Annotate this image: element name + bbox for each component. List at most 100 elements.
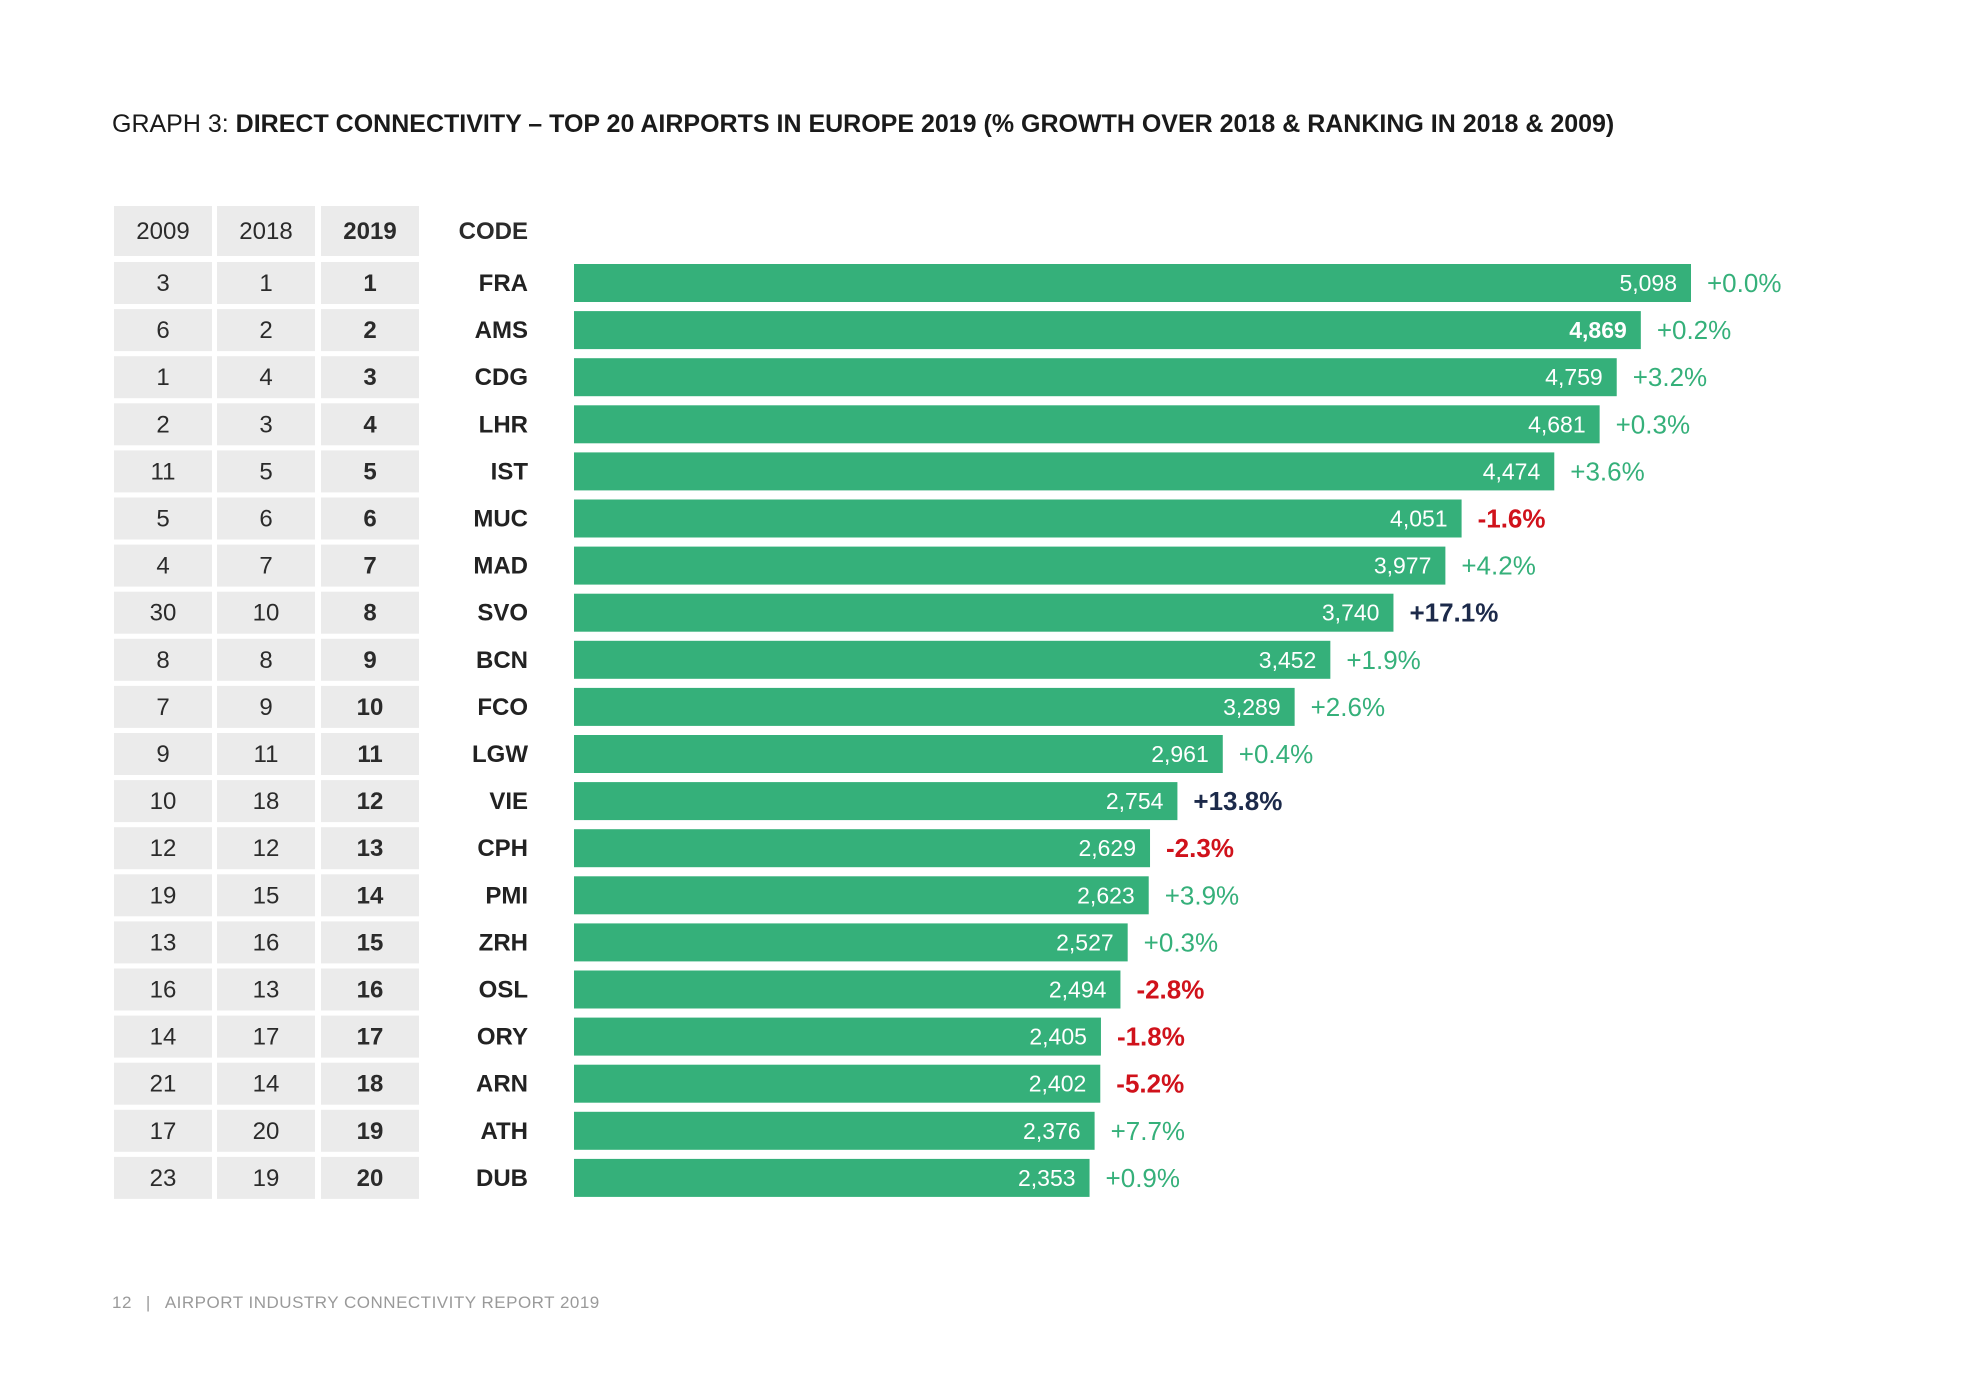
rank-2019-cell bbox=[321, 403, 419, 446]
rank-2009-cell bbox=[114, 450, 212, 493]
rank-2018: 15 bbox=[253, 882, 280, 909]
rank-2018: 7 bbox=[259, 553, 272, 580]
rank-2019: 16 bbox=[357, 977, 384, 1004]
rank-2018: 6 bbox=[259, 506, 272, 533]
rank-2009: 13 bbox=[150, 929, 177, 956]
growth-label: +3.6% bbox=[1570, 456, 1644, 486]
rank-2019: 2 bbox=[363, 317, 376, 344]
rank-2009-cell bbox=[114, 356, 212, 399]
rank-2009-cell bbox=[114, 968, 212, 1011]
rank-2018: 4 bbox=[259, 364, 272, 391]
rank-2018-cell bbox=[217, 638, 315, 681]
bar-value-label: 2,961 bbox=[1151, 741, 1209, 767]
airport-code: SVO bbox=[477, 600, 528, 627]
rank-2019: 12 bbox=[357, 788, 384, 815]
rank-2009: 10 bbox=[150, 788, 177, 815]
bar-value-label: 2,353 bbox=[1018, 1165, 1076, 1191]
rank-2019-cell bbox=[321, 497, 419, 540]
rank-2009-cell bbox=[114, 403, 212, 446]
page-footer: 12 | AIRPORT INDUSTRY CONNECTIVITY REPORT … bbox=[112, 1293, 600, 1313]
rank-2009-cell bbox=[114, 733, 212, 775]
rank-2009: 6 bbox=[156, 317, 169, 344]
bar-value-label: 2,376 bbox=[1023, 1118, 1081, 1144]
rank-2009: 1 bbox=[156, 364, 169, 391]
header-2018: 2018 bbox=[239, 218, 292, 245]
rank-2009: 11 bbox=[151, 458, 176, 485]
rank-2018-cell bbox=[217, 591, 315, 634]
rank-2019: 13 bbox=[357, 835, 384, 862]
header-2019: 2019 bbox=[343, 218, 396, 245]
bar-value-label: 4,869 bbox=[1569, 317, 1627, 343]
bar-value-label: 2,494 bbox=[1049, 977, 1107, 1003]
airport-code: CPH bbox=[477, 835, 528, 862]
rank-2018-cell bbox=[217, 968, 315, 1011]
rank-2019: 5 bbox=[363, 458, 376, 485]
growth-label: +13.8% bbox=[1193, 786, 1282, 816]
airport-code: ZRH bbox=[479, 929, 528, 956]
airport-code: ORY bbox=[477, 1024, 528, 1051]
bar bbox=[574, 452, 1555, 491]
bar-value-label: 2,754 bbox=[1106, 788, 1164, 814]
growth-label: +0.4% bbox=[1239, 739, 1313, 769]
rank-2019: 1 bbox=[363, 270, 376, 297]
rank-2009-cell bbox=[114, 1062, 212, 1105]
rank-2018-cell bbox=[217, 733, 315, 775]
airport-code: LGW bbox=[472, 741, 528, 768]
rank-2018: 2 bbox=[259, 317, 272, 344]
rank-2009-cell bbox=[114, 921, 212, 964]
rank-2009: 9 bbox=[156, 741, 169, 768]
rank-2018-cell bbox=[217, 1156, 315, 1199]
growth-label: +0.3% bbox=[1144, 927, 1218, 957]
chart-title: GRAPH 3: DIRECT CONNECTIVITY – TOP 20 AI… bbox=[112, 110, 1614, 139]
header-2019-cell bbox=[321, 206, 419, 256]
rank-2018: 12 bbox=[253, 835, 280, 862]
airport-code: CDG bbox=[475, 364, 528, 391]
rank-2019-cell bbox=[321, 827, 419, 870]
rank-2009-cell bbox=[114, 544, 212, 587]
rank-2018-cell bbox=[217, 874, 315, 917]
airport-code: MUC bbox=[473, 506, 528, 533]
rank-2018-cell bbox=[217, 1062, 315, 1105]
rank-2018: 3 bbox=[259, 411, 272, 438]
growth-label: +0.9% bbox=[1106, 1163, 1180, 1193]
bar-value-label: 2,629 bbox=[1078, 835, 1136, 861]
rank-2018-cell bbox=[217, 403, 315, 446]
bar bbox=[574, 499, 1462, 538]
rank-2019-cell bbox=[321, 1109, 419, 1152]
rank-2019: 15 bbox=[357, 929, 384, 956]
rank-2018: 20 bbox=[253, 1118, 280, 1145]
airport-code: ATH bbox=[480, 1118, 528, 1145]
airport-code: VIE bbox=[489, 788, 528, 815]
bar-value-label: 3,289 bbox=[1223, 694, 1281, 720]
rank-2019: 6 bbox=[363, 506, 376, 533]
rank-2009-cell bbox=[114, 262, 212, 304]
rank-2018: 11 bbox=[254, 741, 279, 768]
chart-title-main: DIRECT CONNECTIVITY – TOP 20 AIRPORTS IN… bbox=[235, 110, 1615, 138]
rank-2009-cell bbox=[114, 638, 212, 681]
rank-2009: 16 bbox=[150, 977, 177, 1004]
rank-2009: 14 bbox=[150, 1024, 177, 1051]
rank-2018: 17 bbox=[253, 1024, 280, 1051]
airport-code: PMI bbox=[485, 882, 528, 909]
rank-2009-cell bbox=[114, 780, 212, 823]
rank-2009: 19 bbox=[150, 882, 177, 909]
rank-2009: 23 bbox=[150, 1165, 177, 1192]
bar bbox=[574, 782, 1178, 821]
rank-2019-cell bbox=[321, 685, 419, 728]
bar-value-label: 2,405 bbox=[1029, 1024, 1087, 1050]
bar-value-label: 2,527 bbox=[1056, 929, 1114, 955]
bar-value-label: 5,098 bbox=[1619, 270, 1677, 296]
growth-label: +2.6% bbox=[1311, 692, 1385, 722]
growth-label: +4.2% bbox=[1461, 551, 1535, 581]
rank-2009: 17 bbox=[150, 1118, 177, 1145]
rank-2018-cell bbox=[217, 1109, 315, 1152]
rank-2009-cell bbox=[114, 1156, 212, 1199]
rank-2019-cell bbox=[321, 921, 419, 964]
bar bbox=[574, 1158, 1090, 1197]
rank-2018: 1 bbox=[259, 270, 272, 297]
bar bbox=[574, 735, 1223, 773]
rank-2019: 18 bbox=[357, 1071, 384, 1098]
rank-2018-cell bbox=[217, 450, 315, 493]
rank-2018: 16 bbox=[253, 929, 280, 956]
rank-2009-cell bbox=[114, 309, 212, 352]
